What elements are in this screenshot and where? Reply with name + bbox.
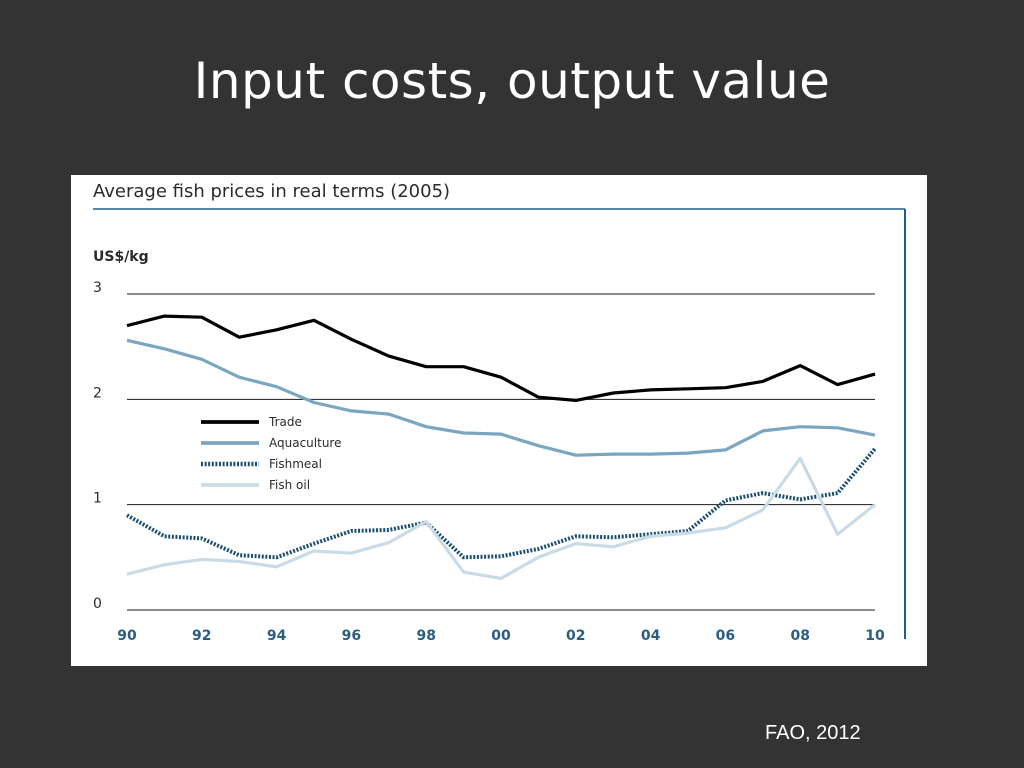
chart-title: Average fish prices in real terms (2005) [93, 181, 450, 202]
legend-label-fishmeal: Fishmeal [269, 457, 322, 471]
slide-title: Input costs, output value [193, 52, 831, 110]
x-tick-label: 92 [192, 628, 211, 644]
y-axis-unit: US$/kg [93, 249, 149, 265]
y-tick-label: 1 [93, 491, 102, 507]
x-tick-label: 02 [566, 628, 585, 644]
series-line-fishmeal [126, 447, 877, 560]
y-tick-label: 0 [93, 596, 102, 612]
chart-panel: Average fish prices in real terms (2005)… [71, 175, 927, 666]
x-tick-label: 06 [716, 628, 735, 644]
x-tick-label: 98 [416, 628, 435, 644]
legend-label-aquaculture: Aquaculture [269, 436, 341, 450]
grid-lines [127, 293, 875, 611]
x-tick-label: 04 [641, 628, 661, 644]
x-tick-labels: 90 92 94 96 98 00 02 04 06 08 10 [117, 628, 885, 644]
series-line-aquaculture [126, 338, 876, 457]
source-citation: FAO, 2012 [765, 722, 861, 744]
legend-label-trade: Trade [268, 415, 302, 429]
x-tick-label: 08 [790, 628, 809, 644]
y-tick-label: 2 [93, 385, 102, 401]
line-chart: Average fish prices in real terms (2005)… [93, 181, 906, 644]
y-tick-label: 3 [93, 280, 102, 296]
legend-label-fish-oil: Fish oil [269, 478, 310, 492]
x-tick-label: 94 [267, 628, 287, 644]
legend: Trade Aquaculture Fishmeal Fish oil [201, 415, 341, 492]
x-tick-label: 96 [342, 628, 361, 644]
series-line-fish-oil [126, 456, 876, 580]
series-lines [126, 314, 877, 580]
x-tick-label: 10 [865, 628, 885, 644]
x-tick-label: 90 [117, 628, 137, 644]
x-tick-label: 00 [491, 628, 511, 644]
y-tick-labels: 0 1 2 3 [93, 280, 102, 612]
series-line-trade [126, 314, 876, 402]
